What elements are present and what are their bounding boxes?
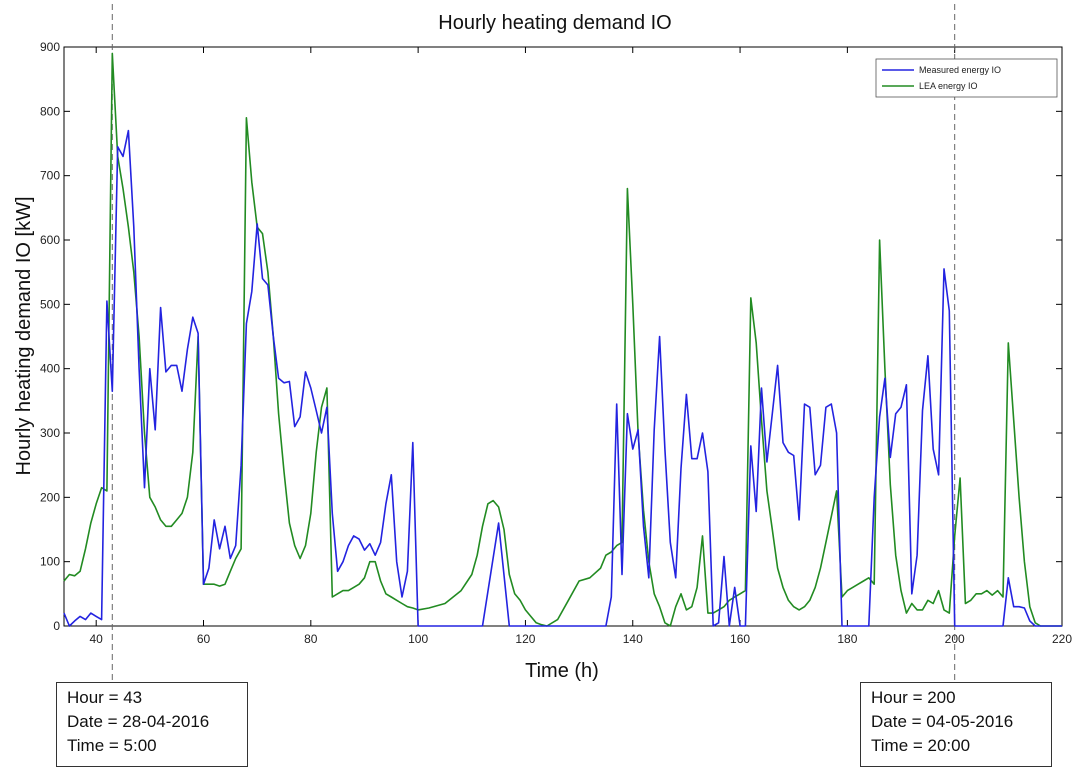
y-axis-label: Hourly heating demand IO [kW] xyxy=(13,196,35,475)
marker-info-box-hour-200: Hour = 200 Date = 04-05-2016 Time = 20:0… xyxy=(860,682,1052,767)
chart-title: Hourly heating demand IO xyxy=(438,12,671,34)
y-tick-label: 600 xyxy=(40,233,60,247)
marker-time-text: Time = 20:00 xyxy=(871,736,971,755)
marker-hour-text: Hour = 43 xyxy=(67,688,143,707)
marker-info-box-hour-43: Hour = 43 Date = 28-04-2016 Time = 5:00 xyxy=(56,682,248,767)
y-tick-label: 200 xyxy=(40,490,60,504)
series-line-measured xyxy=(63,129,1062,627)
plot-area-frame xyxy=(63,46,1063,627)
y-tick-label: 800 xyxy=(40,104,60,118)
x-tick-label: 120 xyxy=(515,632,535,646)
x-tick-label: 180 xyxy=(837,632,857,646)
x-tick-label: 80 xyxy=(304,632,318,646)
legend-box xyxy=(875,58,1058,98)
x-tick-label: 60 xyxy=(197,632,211,646)
y-tick-label: 400 xyxy=(40,362,60,376)
legend-label-lea: LEA energy IO xyxy=(919,81,978,91)
series-line-lea xyxy=(63,52,1062,627)
y-tick-label: 900 xyxy=(40,40,60,54)
x-tick-label: 160 xyxy=(730,632,750,646)
marker-hour-text: Hour = 200 xyxy=(871,688,956,707)
x-tick-label: 220 xyxy=(1052,632,1072,646)
x-axis-label: Time (h) xyxy=(525,660,599,682)
marker-time-text: Time = 5:00 xyxy=(67,736,157,755)
x-tick-label: 40 xyxy=(90,632,104,646)
marker-date-text: Date = 28-04-2016 xyxy=(67,712,210,731)
y-tick-label: 100 xyxy=(40,555,60,569)
y-tick-label: 700 xyxy=(40,169,60,183)
legend: Measured energy IO LEA energy IO xyxy=(875,58,1058,98)
legend-label-measured: Measured energy IO xyxy=(919,65,1001,75)
marker-lines xyxy=(111,4,956,682)
y-tick-label: 0 xyxy=(53,619,60,633)
x-tick-label: 100 xyxy=(408,632,428,646)
x-tick-label: 140 xyxy=(623,632,643,646)
series-lines xyxy=(63,52,1062,627)
y-tick-label: 500 xyxy=(40,297,60,311)
y-tick-label: 300 xyxy=(40,426,60,440)
marker-date-text: Date = 04-05-2016 xyxy=(871,712,1014,731)
